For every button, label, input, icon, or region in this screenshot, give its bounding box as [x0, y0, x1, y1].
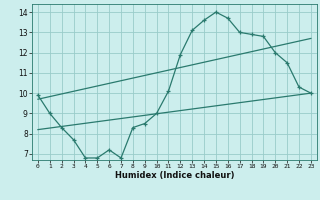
X-axis label: Humidex (Indice chaleur): Humidex (Indice chaleur): [115, 171, 234, 180]
